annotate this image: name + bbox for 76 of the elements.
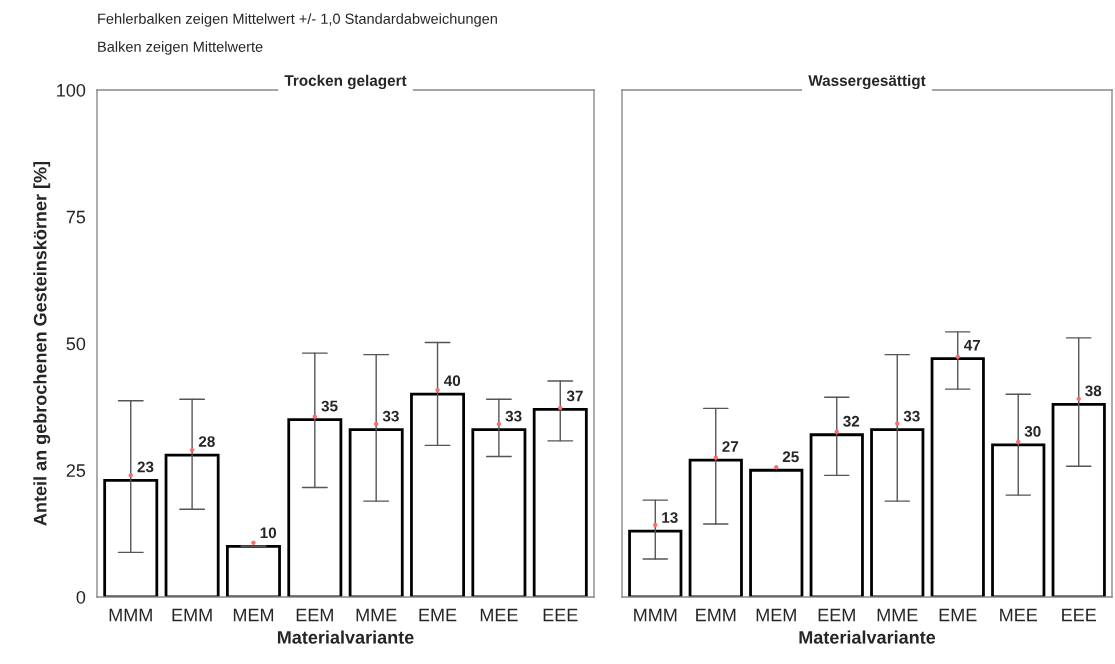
data-label: 33	[382, 410, 399, 422]
x-tick-label: MME	[877, 608, 918, 622]
bar	[1051, 402, 1106, 597]
bar	[103, 479, 159, 597]
bar	[410, 392, 465, 597]
x-tick-label: MMM	[634, 608, 677, 622]
bar	[471, 428, 527, 597]
text: Fehlerbalken zeigen Mittelwert +/- 1,0 Standardabweichungen	[98, 13, 497, 27]
point	[558, 405, 563, 411]
point	[1016, 439, 1021, 445]
bar	[870, 428, 925, 597]
point	[189, 447, 195, 453]
x-tick-label: EEM	[296, 608, 333, 622]
bar	[809, 433, 864, 597]
point	[834, 429, 839, 434]
point	[955, 354, 960, 359]
x-tick-label: EEM	[818, 608, 855, 622]
x-tick-label: MEM	[233, 608, 274, 622]
text: Balken zeigen Mittelwerte	[98, 41, 263, 55]
bar	[991, 443, 1046, 597]
data-label: 37	[566, 390, 583, 402]
data-label: 30	[1024, 425, 1041, 437]
data-label: 32	[843, 415, 860, 427]
x-tick-label: MME	[356, 608, 397, 622]
x-tick-label: EMM	[696, 608, 736, 622]
y-tick-label: 75	[66, 210, 86, 224]
point	[1076, 396, 1081, 401]
x-tick-label: MMM	[109, 608, 152, 622]
data-label: 28	[198, 436, 215, 447]
bar	[749, 468, 804, 597]
x-axis-title: Materialvariante	[277, 630, 414, 644]
data-label: 47	[963, 339, 981, 351]
y-tick-label: 25	[66, 464, 86, 477]
chart-title: Wassergesättigt	[808, 74, 926, 90]
point	[653, 522, 658, 528]
x-tick-label: EEE	[543, 608, 578, 622]
bar	[628, 529, 683, 597]
point	[128, 473, 133, 478]
data-label: 27	[722, 441, 739, 452]
data-label: 25	[782, 451, 799, 463]
data-label: 35	[321, 400, 338, 412]
data-label: 33	[903, 410, 920, 422]
y-tick-label: 0	[76, 590, 86, 604]
bar	[688, 458, 743, 597]
chart-title: Trocken gelagert	[284, 74, 407, 90]
x-tick-label: EMM	[172, 608, 212, 622]
point	[251, 540, 256, 545]
point	[713, 455, 718, 460]
data-label: 23	[137, 461, 154, 473]
bar	[348, 428, 404, 597]
x-axis-title: Materialvariante	[799, 630, 936, 644]
data-label: 33	[505, 410, 522, 422]
point	[312, 414, 318, 419]
bar	[287, 418, 343, 597]
bar	[226, 544, 281, 597]
point	[373, 421, 379, 427]
point	[774, 465, 779, 470]
data-label: 38	[1085, 385, 1102, 397]
y-tick-label: 100	[57, 83, 86, 97]
point	[895, 421, 900, 426]
x-tick-label: EEE	[1062, 608, 1097, 622]
data-label: 13	[662, 512, 678, 524]
x-tick-label: MEE	[480, 608, 518, 622]
data-label: 10	[260, 527, 277, 539]
point	[435, 387, 440, 393]
y-axis-title: Anteil an gebrochenen Gesteinskörner [%]	[33, 161, 51, 526]
point	[496, 421, 502, 427]
x-tick-label: MEM	[756, 608, 796, 622]
y-tick-label: 50	[66, 337, 86, 351]
x-tick-label: EME	[939, 608, 977, 622]
bar	[532, 408, 588, 597]
x-tick-label: EME	[419, 608, 457, 622]
bar	[930, 357, 985, 597]
x-tick-label: MEE	[1000, 608, 1038, 622]
bar	[164, 453, 220, 597]
data-label: 40	[444, 375, 461, 387]
